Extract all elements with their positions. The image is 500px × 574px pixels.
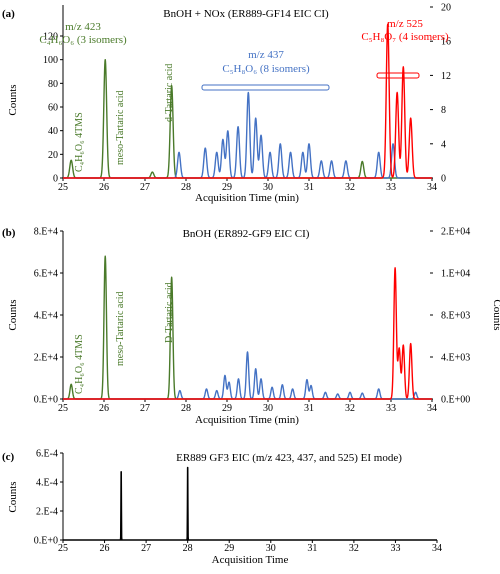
panel-b-ylabel: Counts bbox=[7, 299, 19, 330]
x-tick-label: 29 bbox=[224, 543, 234, 554]
panel-b-ticks: 25 26 27 28 29 30 31 32 33 34 0.E+0 2.E+4 4.E+4 6.E+4… bbox=[34, 227, 471, 415]
panel-b-y2label: Counts bbox=[491, 299, 500, 330]
y-tick-label: 4.E-4 bbox=[36, 478, 58, 489]
y-tick-label: 8.E+4 bbox=[34, 227, 58, 238]
x-tick-label: 32 bbox=[345, 182, 355, 193]
y2-tick-label: 1.E+04 bbox=[441, 269, 470, 280]
x-tick-label: 25 bbox=[58, 182, 68, 193]
y2-tick-label: 2.E+04 bbox=[441, 227, 470, 238]
x-tick-label: 26 bbox=[99, 182, 109, 193]
x-tick-label: 26 bbox=[100, 543, 110, 554]
annot-b-d-tartaric: D-Tartaric acid bbox=[164, 282, 175, 343]
panel-c-xlabel: Acquisition Time bbox=[212, 554, 289, 566]
y-tick-label: 0.E+0 bbox=[34, 536, 58, 547]
y-tick-label: 60 bbox=[48, 103, 58, 114]
x-tick-label: 30 bbox=[266, 543, 276, 554]
panel-a-series bbox=[62, 23, 433, 179]
series-line bbox=[62, 466, 438, 541]
panel-c-label: (c) bbox=[2, 451, 15, 463]
x-tick-label: 29 bbox=[222, 403, 232, 414]
y-tick-label: 4.E+4 bbox=[34, 311, 58, 322]
bracket-blue bbox=[201, 84, 330, 91]
x-tick-label: 34 bbox=[427, 403, 437, 414]
x-tick-label: 31 bbox=[304, 403, 314, 414]
x-tick-label: 25 bbox=[58, 403, 68, 414]
x-tick-label: 27 bbox=[141, 543, 151, 554]
x-tick-label: 33 bbox=[386, 403, 396, 414]
panel-b-title: BnOH (ER892-GF9 EIC CI) bbox=[183, 228, 310, 240]
panel-c-series bbox=[62, 466, 438, 541]
x-tick-label: 30 bbox=[263, 182, 273, 193]
series-line bbox=[62, 267, 433, 400]
annot-c4h6o6-3-isomers: C₄H₆O₆ (3 isomers) bbox=[39, 34, 127, 46]
x-tick-label: 28 bbox=[183, 543, 193, 554]
x-tick-label: 31 bbox=[304, 182, 314, 193]
y-tick-label: 120 bbox=[43, 32, 58, 43]
annot-c5h8o6-8-isomers: C₅H₈O₆ (8 isomers) bbox=[222, 63, 310, 75]
x-tick-label: 29 bbox=[222, 182, 232, 193]
x-tick-label: 32 bbox=[345, 403, 355, 414]
y-tick-label: 6.E-4 bbox=[36, 449, 58, 460]
y2-tick-label: 4 bbox=[441, 139, 446, 150]
panel-c: (c) ER889 GF3 EIC (m/z 423, 437, and 525… bbox=[2, 449, 442, 567]
x-tick-label: 27 bbox=[140, 403, 150, 414]
y-tick-label: 40 bbox=[48, 126, 58, 137]
panel-c-ticks: 25 26 27 28 29 30 31 32 33 34 0.E+0 2.E-4 4.E-4 6.E-4 bbox=[34, 449, 442, 555]
panel-c-ylabel: Counts bbox=[7, 481, 19, 512]
x-tick-label: 28 bbox=[181, 182, 191, 193]
y2-tick-label: 8.E+03 bbox=[441, 311, 470, 322]
y-tick-label: 20 bbox=[48, 150, 58, 161]
x-tick-label: 34 bbox=[427, 182, 437, 193]
annot-mz525: m/z 525 bbox=[387, 18, 423, 30]
x-tick-label: 33 bbox=[390, 543, 400, 554]
panel-c-title: ER889 GF3 EIC (m/z 423, 437, and 525) EI… bbox=[176, 452, 402, 464]
annot-mz423: m/z 423 bbox=[65, 21, 101, 33]
x-tick-label: 28 bbox=[181, 403, 191, 414]
panel-a-ticks: 25 26 27 28 29 30 31 32 33 34 0 20 40 60 80 100 120 0 4 8 12… bbox=[43, 3, 451, 194]
x-tick-label: 25 bbox=[58, 543, 68, 554]
panel-a-xlabel: Acquisition Time (min) bbox=[195, 192, 299, 204]
panel-b-series bbox=[62, 255, 433, 400]
y2-tick-label: 16 bbox=[441, 37, 451, 48]
y-tick-label: 2.E-4 bbox=[36, 507, 58, 518]
x-tick-label: 32 bbox=[349, 543, 359, 554]
y-tick-label: 100 bbox=[43, 55, 58, 66]
y2-tick-label: 8 bbox=[441, 105, 446, 116]
y2-tick-label: 0 bbox=[441, 174, 446, 185]
panel-a-title: BnOH + NOx (ER889-GF14 EIC CI) bbox=[163, 8, 329, 20]
y2-tick-label: 0.E+00 bbox=[441, 395, 470, 406]
annot-mz437: m/z 437 bbox=[248, 49, 284, 61]
annot-c4h6o6-4tms: C₄H₆O₆ 4TMS bbox=[74, 112, 85, 172]
annot-c5h8o7-4-isomers: C₅H₈O₇ (4 isomers) bbox=[361, 31, 449, 43]
panel-b-label: (b) bbox=[2, 227, 16, 239]
x-tick-label: 30 bbox=[263, 403, 273, 414]
x-tick-label: 34 bbox=[432, 543, 442, 554]
y-tick-label: 6.E+4 bbox=[34, 269, 58, 280]
series-line bbox=[62, 23, 433, 179]
panel-b: (b) BnOH (ER892-GF9 EIC CI) 25 26 27 28 29 30… bbox=[2, 227, 500, 427]
x-tick-label: 33 bbox=[386, 182, 396, 193]
y-tick-label: 0.E+0 bbox=[34, 395, 58, 406]
y-tick-label: 80 bbox=[48, 79, 58, 90]
y-tick-label: 0 bbox=[53, 174, 58, 185]
y-tick-label: 2.E+4 bbox=[34, 353, 58, 364]
y2-tick-label: 20 bbox=[441, 3, 451, 14]
annot-meso-tartaric: meso-Tartaric acid bbox=[115, 90, 126, 165]
y2-tick-label: 12 bbox=[441, 71, 451, 82]
x-tick-label: 31 bbox=[307, 543, 317, 554]
annot-b-meso-tartaric: meso-Tartaric acid bbox=[115, 291, 126, 366]
x-tick-label: 27 bbox=[140, 182, 150, 193]
panel-b-xlabel: Acquisition Time (min) bbox=[195, 414, 299, 426]
panel-a-ylabel: Counts bbox=[7, 84, 19, 115]
panel-a: (a) BnOH + NOx (ER889-GF14 EIC CI) 25 26 2… bbox=[2, 3, 451, 205]
bracket-red bbox=[376, 72, 420, 79]
annot-d-tartaric: d-Tartaric acid bbox=[164, 64, 175, 122]
annot-b-c4h6o6-4tms: C₄H₆O₆ 4TMS bbox=[74, 334, 85, 394]
panel-a-label: (a) bbox=[2, 8, 15, 20]
y2-tick-label: 4.E+03 bbox=[441, 353, 470, 364]
x-tick-label: 26 bbox=[99, 403, 109, 414]
